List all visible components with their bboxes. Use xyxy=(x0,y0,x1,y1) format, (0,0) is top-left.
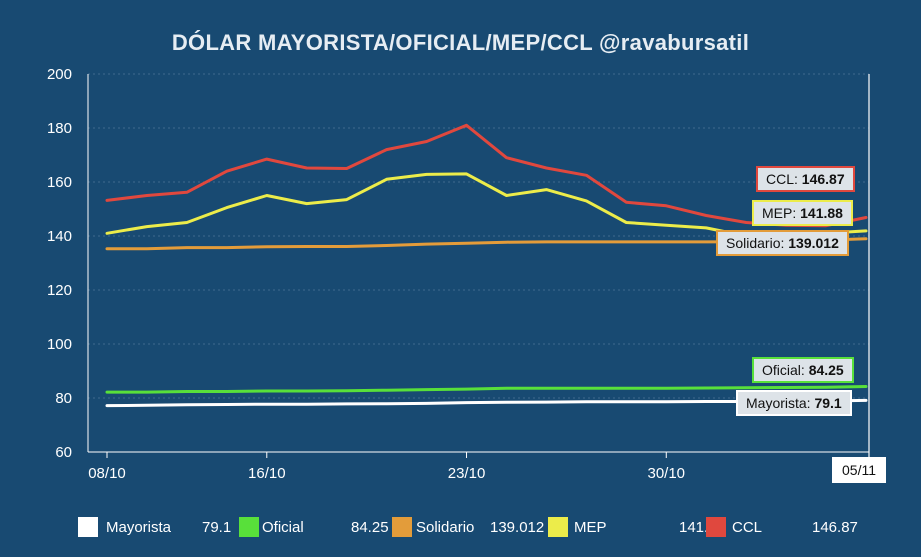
series-line-ccl xyxy=(105,123,868,228)
chart-title: DÓLAR MAYORISTA/OFICIAL/MEP/CCL @ravabur… xyxy=(171,30,750,55)
y-tick-label: 180 xyxy=(47,120,72,137)
tooltip-oficial: Oficial: 84.25 xyxy=(752,357,854,383)
y-tick-label: 60 xyxy=(55,444,72,461)
tooltip-mayorista: Mayorista: 79.1 xyxy=(736,390,852,416)
x-tick-label: 30/10 xyxy=(647,465,685,482)
tooltip-solidario: Solidario: 139.012 xyxy=(716,230,849,256)
legend-swatch-oficial xyxy=(239,517,259,537)
legend-name-mep: MEP xyxy=(574,519,607,536)
legend-value-ccl: 146.87 xyxy=(812,519,858,536)
x-tick-label: 23/10 xyxy=(448,465,486,482)
tooltip-ccl-value: 146.87 xyxy=(801,171,845,187)
legend-value-mayorista: 79.1 xyxy=(202,519,232,536)
tooltip-mep-value: 141.88 xyxy=(800,205,843,221)
y-tick-label: 120 xyxy=(47,282,72,299)
legend-value-oficial: 84.25 xyxy=(351,519,389,536)
tooltip-solidario-label: Solidario: xyxy=(726,235,785,251)
legend-name-solidario: Solidario xyxy=(416,519,475,536)
legend-swatch-mayorista xyxy=(78,517,98,537)
legend-name-mayorista: Mayorista xyxy=(106,519,172,536)
axes: 60 80 100 120 140 160 180 200 08/10 16/10 23/10 30/… xyxy=(47,66,870,482)
cursor-date-label: 05/11 xyxy=(832,457,886,483)
tooltip-oficial-label: Oficial: xyxy=(762,362,805,378)
legend-name-oficial: Oficial xyxy=(262,519,304,536)
tooltip-solidario-value: 139.012 xyxy=(788,235,839,251)
legend-name-ccl: CCL xyxy=(732,519,763,536)
tooltip-mayorista-label: Mayorista: xyxy=(746,395,811,411)
tooltip-ccl-label: CCL: xyxy=(766,171,798,187)
tooltip-mayorista-value: 79.1 xyxy=(814,395,842,411)
tooltip-mep-label: MEP: xyxy=(762,205,797,221)
legend-swatch-solidario xyxy=(392,517,412,537)
y-tick-label: 160 xyxy=(47,174,72,191)
tooltip-mep: MEP: 141.88 xyxy=(752,200,853,226)
legend-swatch-ccl xyxy=(706,517,726,537)
y-tick-label: 80 xyxy=(55,390,72,407)
series-line-oficial xyxy=(105,385,868,394)
y-tick-label: 200 xyxy=(47,66,72,83)
y-tick-label: 140 xyxy=(47,228,72,245)
x-tick-label: 16/10 xyxy=(248,465,286,482)
y-tick-label: 100 xyxy=(47,336,72,353)
tooltip-oficial-value: 84.25 xyxy=(808,362,844,378)
legend-swatch-mep xyxy=(548,517,568,537)
tooltip-ccl: CCL: 146.87 xyxy=(756,166,855,192)
x-tick-label: 08/10 xyxy=(88,465,126,482)
legend-value-solidario: 139.012 xyxy=(490,519,545,536)
